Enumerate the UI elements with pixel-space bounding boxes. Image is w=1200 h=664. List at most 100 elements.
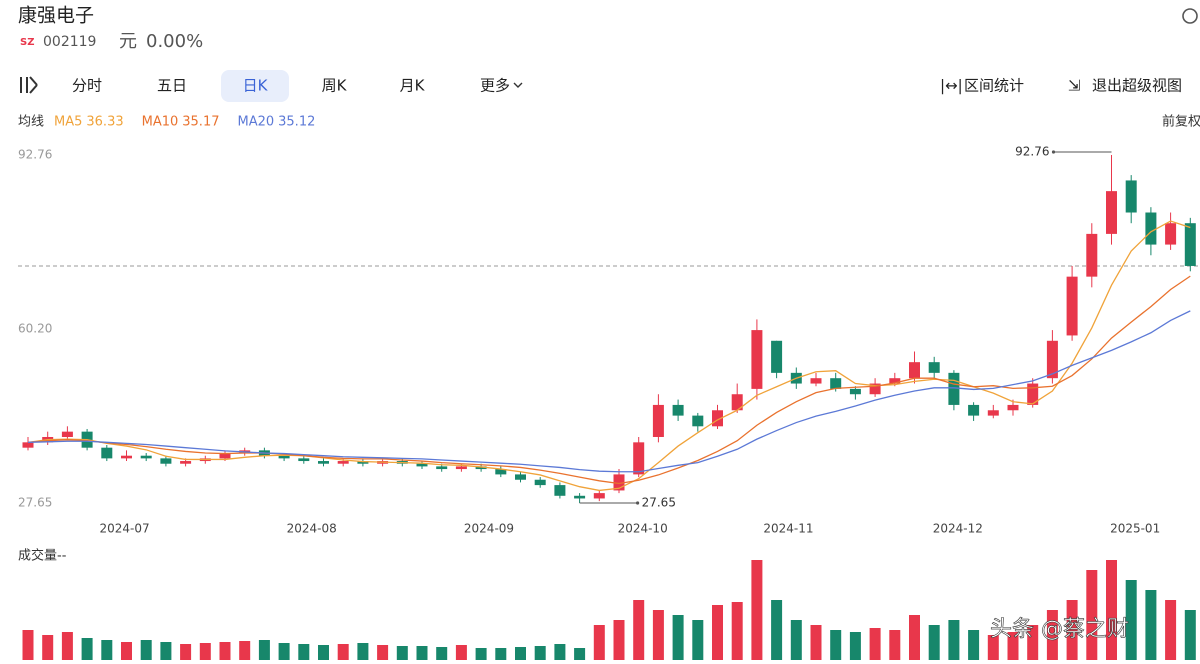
candle-body bbox=[1165, 223, 1177, 245]
volume-bar bbox=[790, 620, 802, 660]
tab[interactable]: 日K bbox=[243, 77, 269, 95]
volume-bar bbox=[278, 643, 290, 660]
extreme-label: 27.65 bbox=[642, 496, 676, 510]
volume-bar bbox=[889, 630, 901, 660]
volume-bar bbox=[692, 620, 704, 660]
volume-bar bbox=[593, 625, 605, 660]
volume-bar bbox=[140, 640, 152, 660]
volume-bar bbox=[869, 628, 881, 660]
volume-bar bbox=[180, 644, 192, 660]
volume-bar bbox=[396, 646, 408, 660]
volume-bar bbox=[22, 630, 34, 660]
volume-bar bbox=[731, 602, 743, 660]
candle-body bbox=[475, 466, 487, 470]
candle-body bbox=[416, 463, 428, 467]
y-tick-label: 27.65 bbox=[18, 496, 52, 510]
market: SZ bbox=[20, 37, 34, 48]
candle-body bbox=[61, 431, 73, 437]
watermark: 头条 @蔡之财 bbox=[990, 617, 1129, 642]
volume-bar bbox=[416, 646, 428, 660]
tab[interactable]: 月K bbox=[400, 77, 426, 95]
stock-code: 002119 bbox=[43, 34, 96, 50]
tab[interactable]: 分时 bbox=[72, 77, 102, 95]
candle-body bbox=[692, 415, 704, 427]
candle-body bbox=[830, 378, 842, 389]
candle-body bbox=[101, 447, 113, 459]
candle-body bbox=[593, 493, 605, 499]
volume-bar bbox=[42, 635, 54, 660]
candle-body bbox=[672, 404, 684, 416]
volume-bar bbox=[455, 645, 467, 660]
ma-label: 均线 bbox=[18, 115, 44, 130]
candle-body bbox=[1027, 383, 1039, 405]
candle-body bbox=[712, 410, 723, 427]
volume-bar bbox=[987, 635, 999, 660]
exit-super-view[interactable]: 退出超级视图 bbox=[1092, 77, 1182, 95]
candle-body bbox=[121, 455, 132, 459]
volume-bar bbox=[515, 647, 526, 660]
volume-bar bbox=[771, 600, 783, 660]
volume-bar bbox=[199, 643, 211, 660]
volume-bar bbox=[810, 625, 822, 660]
candle-body bbox=[771, 340, 783, 373]
candle-body bbox=[1046, 340, 1058, 379]
candle-body bbox=[909, 362, 920, 379]
ma-line bbox=[27, 310, 1191, 473]
extreme-label: 92.76 bbox=[1015, 145, 1049, 159]
candle-body bbox=[928, 362, 940, 373]
volume-bar bbox=[1086, 570, 1098, 660]
candle-body bbox=[574, 495, 586, 499]
volume-bar bbox=[318, 645, 329, 660]
candle-body bbox=[455, 466, 467, 470]
candle-body bbox=[889, 378, 901, 384]
ma-line bbox=[27, 220, 1191, 492]
candle-body bbox=[337, 461, 349, 464]
extreme-dot bbox=[636, 501, 640, 505]
candle-body bbox=[652, 404, 664, 437]
candle-body bbox=[810, 378, 822, 384]
change: 0.00% bbox=[146, 31, 203, 52]
candle-body bbox=[1007, 404, 1019, 411]
tab[interactable]: 五日 bbox=[157, 77, 187, 95]
ma-legend-name: MA10 bbox=[142, 115, 179, 130]
volume-bar bbox=[830, 630, 842, 660]
unit: 元 bbox=[119, 31, 137, 52]
candle-body bbox=[1106, 191, 1117, 234]
volume-bar bbox=[968, 630, 980, 660]
x-tick-label: 2025-01 bbox=[1110, 522, 1160, 536]
kline-toggle[interactable] bbox=[20, 76, 38, 94]
adjust-mode[interactable]: 前复权 bbox=[1162, 114, 1200, 130]
tab[interactable]: 更多 bbox=[480, 77, 510, 95]
y-tick-label: 60.20 bbox=[18, 322, 52, 336]
ma-legend-value: 35.17 bbox=[182, 115, 219, 130]
candle-body bbox=[1184, 223, 1196, 266]
candle-body bbox=[554, 485, 566, 496]
search-icon[interactable] bbox=[1182, 8, 1198, 24]
volume-bar bbox=[1165, 600, 1177, 660]
volume-bar bbox=[1184, 610, 1196, 660]
candle-body bbox=[613, 474, 625, 491]
volume-bar bbox=[751, 560, 763, 660]
candle-body bbox=[849, 388, 861, 395]
candle-body bbox=[160, 458, 172, 464]
ma-legend-value: 35.12 bbox=[278, 115, 315, 130]
volume-bar bbox=[475, 648, 487, 660]
volume-bar bbox=[1125, 580, 1137, 660]
candle-body bbox=[318, 461, 329, 464]
candle-body bbox=[751, 330, 763, 389]
volume-bar bbox=[1007, 632, 1019, 660]
candle-body bbox=[278, 455, 290, 459]
volume-bar bbox=[712, 605, 723, 660]
candle-body bbox=[22, 442, 34, 448]
candle-body bbox=[987, 410, 999, 416]
range-stats[interactable]: 区间统计 bbox=[964, 77, 1024, 95]
tab[interactable]: 周K bbox=[322, 77, 348, 95]
candle-body bbox=[633, 442, 645, 475]
x-tick-label: 2024-10 bbox=[618, 522, 668, 536]
volume-bar bbox=[160, 642, 172, 660]
more-caret bbox=[513, 82, 523, 88]
volume-bar bbox=[633, 600, 645, 660]
volume-bar bbox=[1066, 600, 1078, 660]
